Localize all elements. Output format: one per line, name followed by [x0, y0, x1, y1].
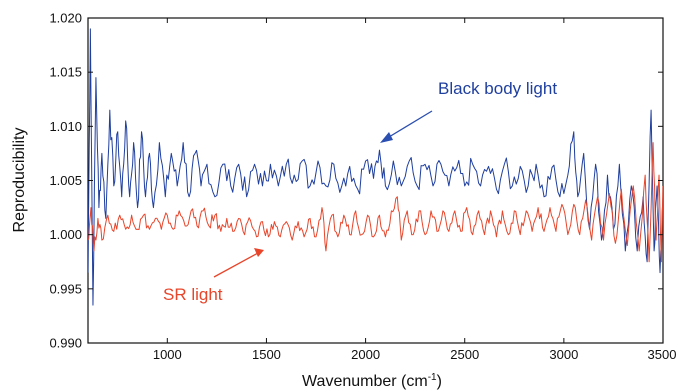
annotation-black-body-light: Black body light	[438, 79, 557, 98]
y-tick-label: 0.995	[49, 281, 82, 296]
y-tick-label: 1.020	[49, 11, 82, 26]
y-axis-title: Reproducibility	[11, 128, 28, 233]
x-axis-title: Wavenumber (cm-1)	[302, 372, 442, 390]
y-tick-label: 0.990	[49, 336, 82, 351]
y-tick-label: 1.010	[49, 119, 82, 134]
x-tick-label: 2500	[450, 347, 479, 362]
y-tick-label: 1.005	[49, 173, 82, 188]
x-tick-label: 3500	[648, 347, 677, 362]
annotation-arrow-black-body	[383, 110, 433, 141]
x-tick-label: 2000	[351, 347, 380, 362]
annotation-arrowhead-sr	[254, 248, 264, 257]
series-line-sr-light	[88, 142, 663, 263]
series-line-black-body-light	[88, 28, 663, 306]
y-tick-label: 1.000	[49, 227, 82, 242]
x-axis-title-main: Wavenumber (cm	[302, 373, 428, 390]
annotation-arrowhead-black-body	[380, 132, 393, 143]
y-tick-label: 1.015	[49, 65, 82, 80]
x-axis-title-sup: -1	[428, 372, 437, 383]
x-tick-label: 3000	[549, 347, 578, 362]
x-tick-label: 1000	[153, 347, 182, 362]
annotation-sr-light: SR light	[163, 285, 223, 304]
annotation-arrow-sr	[213, 252, 259, 278]
x-tick-label: 1500	[252, 347, 281, 362]
x-axis-title-suffix: )	[437, 373, 442, 390]
